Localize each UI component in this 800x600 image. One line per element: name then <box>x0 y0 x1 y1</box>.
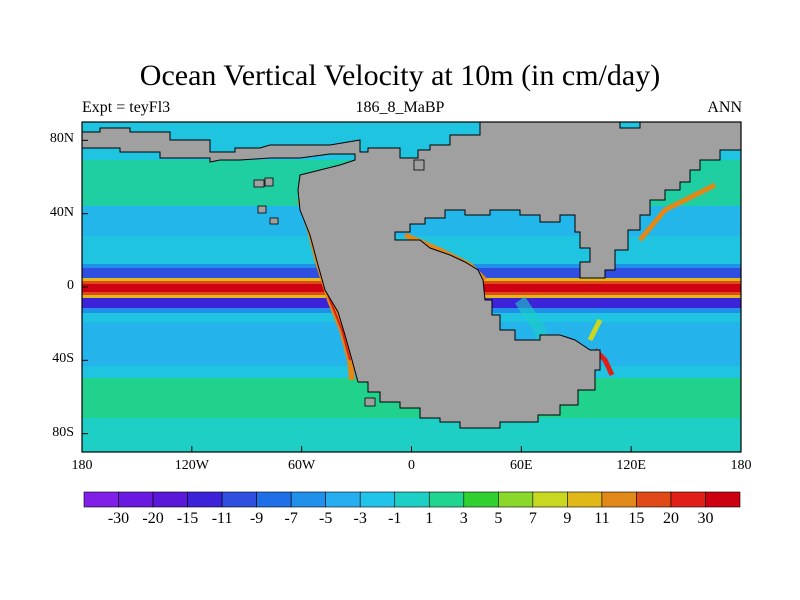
colorbar-label: 1 <box>425 510 434 527</box>
colorbar-label: 9 <box>563 510 572 527</box>
land-mass-main <box>82 122 741 429</box>
island-1 <box>253 179 265 188</box>
colorbar-box <box>601 491 637 508</box>
season-label: ANN <box>707 99 742 116</box>
colorbar-label: 30 <box>697 510 714 527</box>
experiment-label: Expt = teyFl3 <box>82 99 171 116</box>
colorbar-box <box>83 491 119 508</box>
colorbar-label: 20 <box>662 510 679 527</box>
y-tick-label: 80N <box>49 131 74 147</box>
colorbar-box <box>290 491 326 508</box>
map-panel <box>82 122 741 452</box>
colorbar-box <box>359 491 396 508</box>
colorbar-label: -15 <box>176 510 199 527</box>
colorbar-box <box>394 491 430 508</box>
colorbar-box <box>567 491 603 508</box>
island-2 <box>264 177 274 187</box>
y-tick-label: 40N <box>49 204 74 220</box>
y-tick-label: 40S <box>52 351 74 367</box>
plot-title: Ocean Vertical Velocity at 10m (in cm/da… <box>139 59 661 92</box>
colorbar-label: -7 <box>284 510 298 527</box>
colorbar-box <box>705 491 741 508</box>
colorbar <box>83 491 741 508</box>
upwelling-patch-east <box>587 318 603 342</box>
colorbar-box <box>118 491 154 508</box>
colorbar-box <box>532 491 568 508</box>
colorbar-box <box>187 491 223 508</box>
x-tick-label: 60W <box>288 458 316 473</box>
y-tick-label: 80S <box>52 424 74 440</box>
x-tick-label: 120W <box>174 458 209 473</box>
colorbar-label: -30 <box>107 510 130 527</box>
colorbar-box <box>498 491 534 508</box>
colorbar-label: 15 <box>628 510 645 527</box>
time-label: 186_8_MaBP <box>355 99 445 116</box>
colorbar-label: 5 <box>494 510 503 527</box>
colorbar-label: -3 <box>353 510 367 527</box>
colorbar-label: -20 <box>142 510 164 527</box>
island-4 <box>269 217 279 225</box>
colorbar-box <box>152 491 188 508</box>
colorbar-label: -11 <box>211 510 233 527</box>
colorbar-box <box>636 491 672 508</box>
y-tick-label: 0 <box>67 278 74 293</box>
x-tick-label: 180 <box>71 458 93 473</box>
island-5 <box>413 159 425 171</box>
colorbar-box <box>256 491 292 508</box>
colorbar-label: 7 <box>528 510 537 527</box>
island-6 <box>364 397 376 407</box>
colorbar-box <box>670 491 706 508</box>
colorbar-box <box>463 491 499 508</box>
x-tick-label: 120E <box>616 458 646 473</box>
island-3 <box>257 205 267 214</box>
colorbar-label: 11 <box>594 510 610 527</box>
x-tick-label: 60E <box>510 458 533 473</box>
coastal-upwelling-northeast <box>638 182 717 242</box>
colorbar-box <box>221 491 257 508</box>
colorbar-label: -5 <box>319 510 333 527</box>
axis-ticks <box>81 139 742 452</box>
colorbar-label: -1 <box>388 510 402 527</box>
colorbar-label: -9 <box>249 510 264 527</box>
x-tick-label: 0 <box>408 458 415 473</box>
colorbar-label: 3 <box>459 510 468 527</box>
colorbar-box <box>428 491 465 508</box>
x-tick-label: 180 <box>730 458 752 473</box>
colorbar-box <box>325 491 361 508</box>
